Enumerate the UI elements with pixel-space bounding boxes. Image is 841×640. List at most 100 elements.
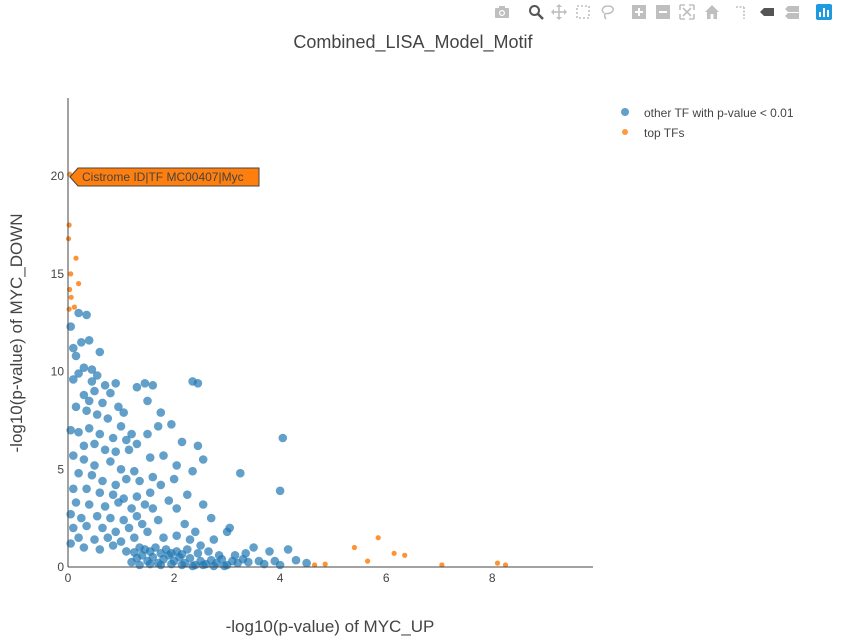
point-other-tf[interactable] bbox=[90, 386, 99, 396]
point-other-tf[interactable] bbox=[172, 531, 181, 540]
point-top-tf[interactable] bbox=[68, 294, 74, 300]
box-select-button[interactable] bbox=[575, 4, 591, 20]
point-other-tf[interactable] bbox=[214, 551, 224, 560]
point-other-tf[interactable] bbox=[153, 515, 163, 525]
point-other-tf[interactable] bbox=[71, 402, 81, 412]
point-other-tf[interactable] bbox=[103, 533, 113, 542]
point-other-tf[interactable] bbox=[69, 523, 78, 533]
point-other-tf[interactable] bbox=[193, 441, 203, 451]
point-other-tf[interactable] bbox=[177, 550, 187, 559]
point-other-tf[interactable] bbox=[122, 547, 131, 556]
point-other-tf[interactable] bbox=[111, 447, 120, 457]
point-other-tf[interactable] bbox=[135, 560, 144, 570]
point-other-tf[interactable] bbox=[148, 381, 158, 390]
point-other-tf[interactable] bbox=[156, 408, 166, 417]
point-other-tf[interactable] bbox=[82, 310, 91, 320]
point-other-tf[interactable] bbox=[283, 545, 293, 554]
legend-item-other[interactable]: other TF with p-value < 0.01 bbox=[621, 106, 794, 120]
point-other-tf[interactable] bbox=[132, 439, 142, 449]
point-other-tf[interactable] bbox=[145, 547, 155, 556]
point-other-tf[interactable] bbox=[177, 437, 187, 447]
point-other-tf[interactable] bbox=[98, 476, 107, 486]
point-other-tf[interactable] bbox=[188, 466, 197, 476]
point-other-tf[interactable] bbox=[111, 480, 120, 490]
point-top-tf[interactable] bbox=[365, 558, 371, 564]
point-other-tf[interactable] bbox=[69, 343, 78, 353]
legend-item-top[interactable]: top TFs bbox=[622, 126, 684, 140]
point-other-tf[interactable] bbox=[74, 468, 83, 478]
point-other-tf[interactable] bbox=[143, 429, 152, 439]
point-other-tf[interactable] bbox=[95, 347, 105, 357]
spike-lines-button[interactable] bbox=[734, 4, 750, 20]
point-other-tf[interactable] bbox=[132, 492, 142, 501]
point-other-tf[interactable] bbox=[74, 533, 83, 542]
zoom-in-button[interactable] bbox=[631, 4, 647, 20]
point-top-tf[interactable] bbox=[391, 550, 397, 556]
point-top-tf[interactable] bbox=[402, 552, 408, 558]
point-other-tf[interactable] bbox=[225, 523, 234, 533]
point-other-tf[interactable] bbox=[198, 500, 208, 509]
point-other-tf[interactable] bbox=[230, 551, 240, 560]
point-other-tf[interactable] bbox=[79, 543, 89, 552]
point-other-tf[interactable] bbox=[159, 533, 168, 542]
point-other-tf[interactable] bbox=[198, 455, 208, 464]
point-other-tf[interactable] bbox=[185, 553, 195, 563]
point-other-tf[interactable] bbox=[100, 502, 110, 511]
point-other-tf[interactable] bbox=[77, 513, 86, 523]
point-other-tf[interactable] bbox=[153, 422, 163, 431]
point-other-tf[interactable] bbox=[92, 511, 102, 521]
point-other-tf[interactable] bbox=[177, 560, 187, 570]
point-other-tf[interactable] bbox=[95, 488, 105, 498]
pan-button[interactable] bbox=[551, 4, 567, 20]
point-other-tf[interactable] bbox=[183, 490, 192, 500]
point-other-tf[interactable] bbox=[265, 547, 274, 556]
point-other-tf[interactable] bbox=[140, 500, 150, 509]
point-other-tf[interactable] bbox=[193, 549, 203, 558]
zoom-out-button[interactable] bbox=[655, 4, 671, 20]
point-other-tf[interactable] bbox=[130, 548, 139, 557]
point-top-tf[interactable] bbox=[375, 535, 381, 541]
point-other-tf[interactable] bbox=[259, 559, 269, 569]
point-other-tf[interactable] bbox=[156, 560, 166, 570]
point-other-tf[interactable] bbox=[74, 308, 83, 318]
point-other-tf[interactable] bbox=[95, 429, 105, 439]
point-other-tf[interactable] bbox=[220, 561, 229, 571]
point-other-tf[interactable] bbox=[116, 422, 126, 431]
point-other-tf[interactable] bbox=[130, 533, 139, 542]
point-other-tf[interactable] bbox=[79, 390, 89, 400]
point-other-tf[interactable] bbox=[275, 486, 285, 496]
point-other-tf[interactable] bbox=[169, 474, 179, 484]
point-top-tf[interactable] bbox=[73, 255, 79, 261]
point-other-tf[interactable] bbox=[82, 521, 91, 531]
point-other-tf[interactable] bbox=[84, 336, 94, 345]
hover-compare-button[interactable] bbox=[784, 4, 800, 20]
point-other-tf[interactable] bbox=[106, 388, 115, 398]
point-other-tf[interactable] bbox=[79, 455, 89, 464]
point-other-tf[interactable] bbox=[71, 498, 81, 507]
point-other-tf[interactable] bbox=[66, 425, 75, 435]
point-other-tf[interactable] bbox=[130, 466, 139, 476]
point-other-tf[interactable] bbox=[191, 527, 200, 537]
point-other-tf[interactable] bbox=[90, 535, 99, 544]
point-other-tf[interactable] bbox=[180, 519, 189, 529]
point-other-tf[interactable] bbox=[132, 511, 142, 521]
point-other-tf[interactable] bbox=[82, 484, 91, 494]
point-other-tf[interactable] bbox=[92, 410, 102, 419]
point-other-tf[interactable] bbox=[193, 379, 203, 388]
point-other-tf[interactable] bbox=[148, 472, 158, 482]
autoscale-button[interactable] bbox=[679, 4, 695, 20]
point-other-tf[interactable] bbox=[114, 402, 123, 412]
point-other-tf[interactable] bbox=[87, 365, 97, 374]
point-other-tf[interactable] bbox=[148, 504, 158, 513]
point-other-tf[interactable] bbox=[92, 371, 102, 380]
point-other-tf[interactable] bbox=[302, 558, 311, 568]
point-other-tf[interactable] bbox=[122, 435, 131, 445]
point-other-tf[interactable] bbox=[206, 513, 216, 523]
point-other-tf[interactable] bbox=[111, 527, 120, 537]
point-other-tf[interactable] bbox=[74, 369, 83, 378]
point-other-tf[interactable] bbox=[140, 379, 150, 388]
point-other-tf[interactable] bbox=[236, 468, 245, 478]
point-top-tf[interactable] bbox=[494, 560, 501, 566]
point-other-tf[interactable] bbox=[185, 535, 195, 544]
point-top-tf[interactable] bbox=[439, 562, 445, 568]
